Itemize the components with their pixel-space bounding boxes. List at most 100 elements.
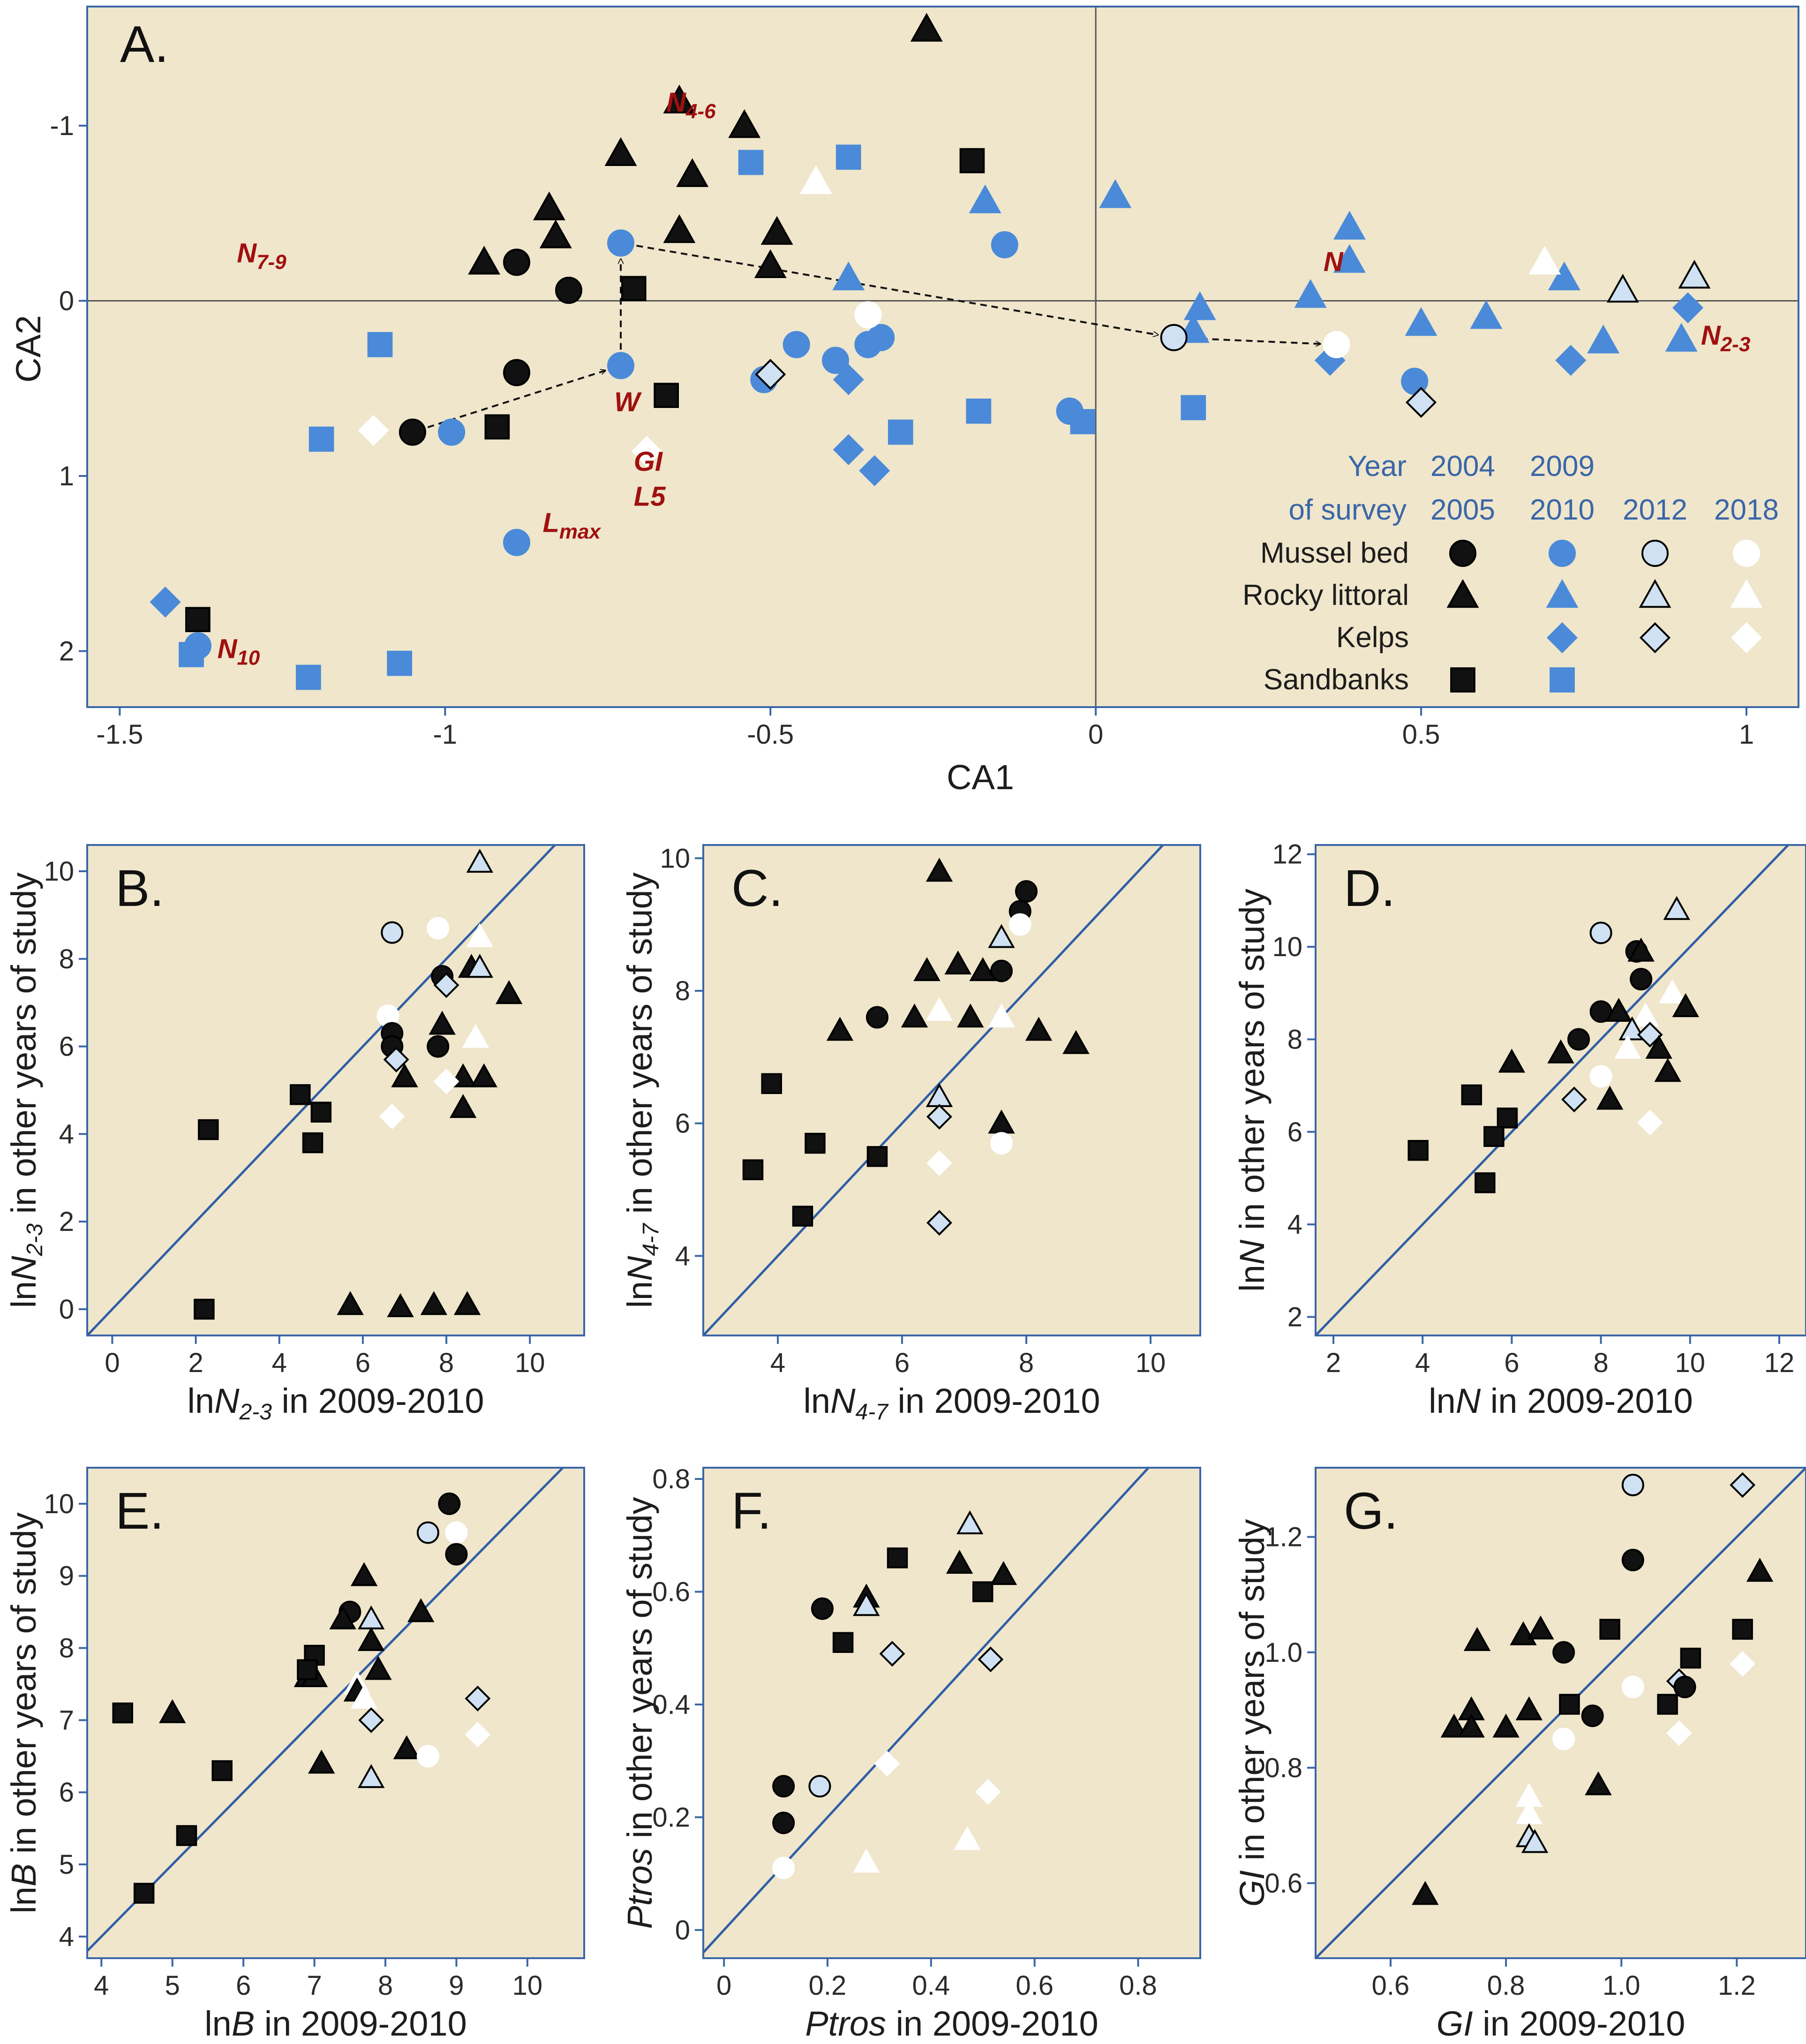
circle-point <box>990 1132 1013 1155</box>
legend-year: 2004 <box>1430 450 1495 483</box>
square-point <box>290 1084 311 1105</box>
y-tick-label: 0.6 <box>1264 1868 1302 1899</box>
triangle-point <box>956 1510 984 1534</box>
square-point <box>887 1547 908 1569</box>
triangle-point <box>1547 1039 1574 1063</box>
y-axis-label: GI in other years of study <box>1233 1519 1272 1907</box>
square-point <box>805 1132 826 1154</box>
circle-point <box>607 352 635 379</box>
circle-point <box>1621 1548 1644 1571</box>
triangle-point <box>1025 1017 1053 1041</box>
diamond-point <box>1637 1109 1663 1136</box>
circle-point <box>427 917 450 940</box>
circle-point <box>1056 397 1084 425</box>
circle-point <box>445 1521 468 1544</box>
triangle-point <box>926 858 953 882</box>
y-tick-label: 0 <box>59 286 74 316</box>
diamond-point <box>433 1068 459 1094</box>
triangle-point <box>462 1024 489 1048</box>
panel-b: 0 2 4 6 8 10 0 2 4 6 8 10 lnN2-3 in 2009-2010 lnN2-3 … <box>4 844 585 1425</box>
legend-year: 2005 <box>1430 494 1495 526</box>
triangle-point <box>407 1598 435 1622</box>
triangle-point <box>329 1605 356 1629</box>
x-axis-label: lnN2-3 in 2009-2010 <box>187 1381 484 1425</box>
y-tick-label: 1.2 <box>1264 1522 1302 1553</box>
square-icon <box>1550 667 1575 693</box>
triangle-point <box>1440 1713 1468 1738</box>
square-point <box>1483 1126 1505 1147</box>
y-tick-label: 6 <box>1287 1117 1302 1147</box>
square-point <box>966 398 992 424</box>
x-axis-label: lnB in 2009-2010 <box>204 2004 467 2043</box>
panel-g: 0.6 0.8 1.0 1.2 0.6 0.8 1.0 1.2 GI in 2009-2010 G… <box>1233 1467 1806 2043</box>
circle-point <box>867 324 895 351</box>
y-tick-label: 8 <box>59 1633 74 1664</box>
panel-label: F. <box>731 1482 772 1540</box>
circle-point <box>607 229 635 257</box>
triangle-point <box>495 980 523 1004</box>
plot-background <box>87 1468 584 1958</box>
y-tick-label: 4 <box>1287 1209 1302 1240</box>
x-tick-label: 8 <box>439 1348 454 1378</box>
square-point <box>194 1298 215 1320</box>
triangle-point <box>1665 323 1698 352</box>
x-tick-label: 0.4 <box>912 1970 950 2001</box>
triangle-point <box>387 1293 414 1318</box>
legend-habitat-label: Mussel bed <box>1260 537 1409 569</box>
x-tick-label: 0 <box>716 1970 731 2001</box>
diamond-point <box>879 1641 905 1667</box>
triangle-point <box>1587 324 1620 354</box>
x-tick-label: 0.6 <box>1016 1970 1054 2001</box>
y-tick-label: 2 <box>59 636 74 666</box>
triangle-icon <box>1730 579 1763 608</box>
variable-label: N2-3 <box>1701 320 1750 356</box>
triangle-point <box>1627 937 1655 962</box>
circle-point <box>991 231 1018 258</box>
panel-label: E. <box>115 1482 164 1540</box>
circle-point <box>783 331 810 358</box>
triangle-point <box>337 1291 364 1315</box>
triangle-point <box>466 848 494 873</box>
triangle-point <box>466 923 494 947</box>
triangle-point <box>853 1848 880 1873</box>
square-point <box>302 1132 324 1154</box>
triangle-point <box>988 924 1015 948</box>
circle-point <box>1621 1675 1644 1698</box>
square-point <box>309 426 334 452</box>
square-point <box>738 150 764 175</box>
diamond-point <box>358 1707 384 1733</box>
triangle-point <box>969 184 1001 213</box>
square-point <box>888 419 913 445</box>
triangle-point <box>350 1684 378 1709</box>
diamond-point <box>358 415 389 446</box>
triangle-point <box>901 1003 928 1028</box>
square-point <box>1181 395 1206 421</box>
y-axis-label: lnB in other years of study <box>4 1512 43 1914</box>
square-point <box>1732 1619 1753 1640</box>
triangle-point <box>1458 1713 1485 1738</box>
circle-point <box>772 1775 795 1798</box>
triangle-point <box>1099 179 1132 208</box>
square-point <box>835 144 861 170</box>
legend-year: 2012 <box>1623 494 1687 526</box>
y-tick-label: 1.0 <box>1264 1637 1302 1668</box>
triangle-point <box>533 191 565 220</box>
circle-point <box>866 1006 888 1029</box>
triangle-point <box>926 996 953 1021</box>
square-point <box>185 607 211 633</box>
plot-background <box>1316 845 1806 1335</box>
square-point <box>296 664 321 690</box>
triangle-icon <box>1546 579 1579 608</box>
triangle-icon <box>1639 579 1671 608</box>
legend-habitat-label: Kelps <box>1336 621 1409 654</box>
triangle-point <box>799 165 832 194</box>
triangle-point <box>944 950 971 975</box>
y-tick-label: 0 <box>675 1915 690 1946</box>
legend-year-title: Year <box>1348 450 1407 483</box>
triangle-point <box>1412 1881 1439 1905</box>
square-point <box>866 1146 888 1167</box>
diamond-point <box>874 1750 900 1777</box>
diamond-point <box>833 364 864 395</box>
x-tick-label: 0 <box>1088 719 1103 750</box>
diamond-point <box>1730 1651 1756 1677</box>
